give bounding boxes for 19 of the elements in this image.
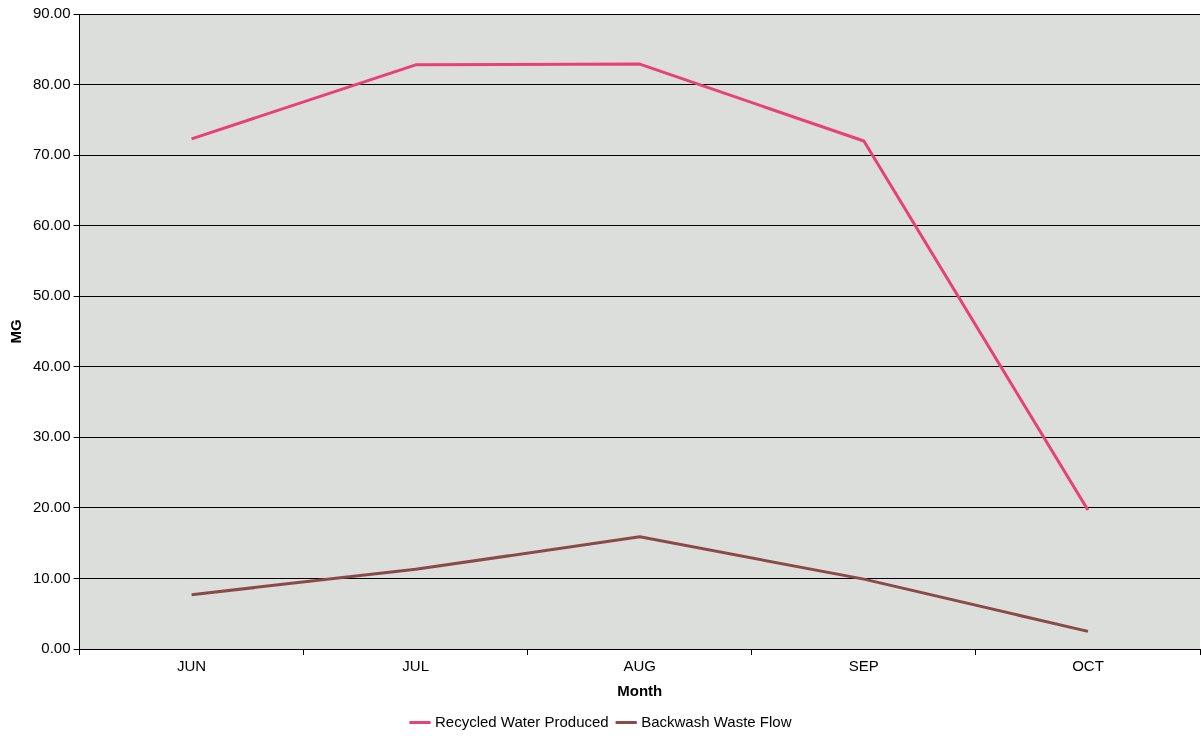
- legend-label: Backwash Waste Flow: [641, 712, 792, 730]
- x-tick-label: OCT: [1072, 657, 1104, 675]
- legend-label: Recycled Water Produced: [435, 712, 609, 730]
- y-tick-label: 70.00: [32, 145, 71, 163]
- x-tick-label: JUL: [402, 657, 430, 675]
- y-tick-label: 10.00: [32, 568, 71, 586]
- y-tick-label: 30.00: [32, 427, 71, 445]
- y-tick-label: 90.00: [32, 4, 71, 22]
- x-axis-title: Month: [617, 682, 663, 700]
- y-tick-label: 60.00: [32, 215, 71, 233]
- y-tick-label: 20.00: [32, 498, 71, 516]
- y-tick-label: 50.00: [32, 286, 71, 304]
- y-tick-label: 40.00: [32, 356, 71, 374]
- x-tick-label: AUG: [623, 657, 657, 675]
- y-axis-title: MG: [7, 319, 25, 344]
- x-tick-label: JUN: [177, 657, 207, 675]
- y-tick-label: 80.00: [32, 74, 71, 92]
- y-tick-label: 0.00: [41, 639, 71, 657]
- x-tick-label: SEP: [848, 657, 879, 675]
